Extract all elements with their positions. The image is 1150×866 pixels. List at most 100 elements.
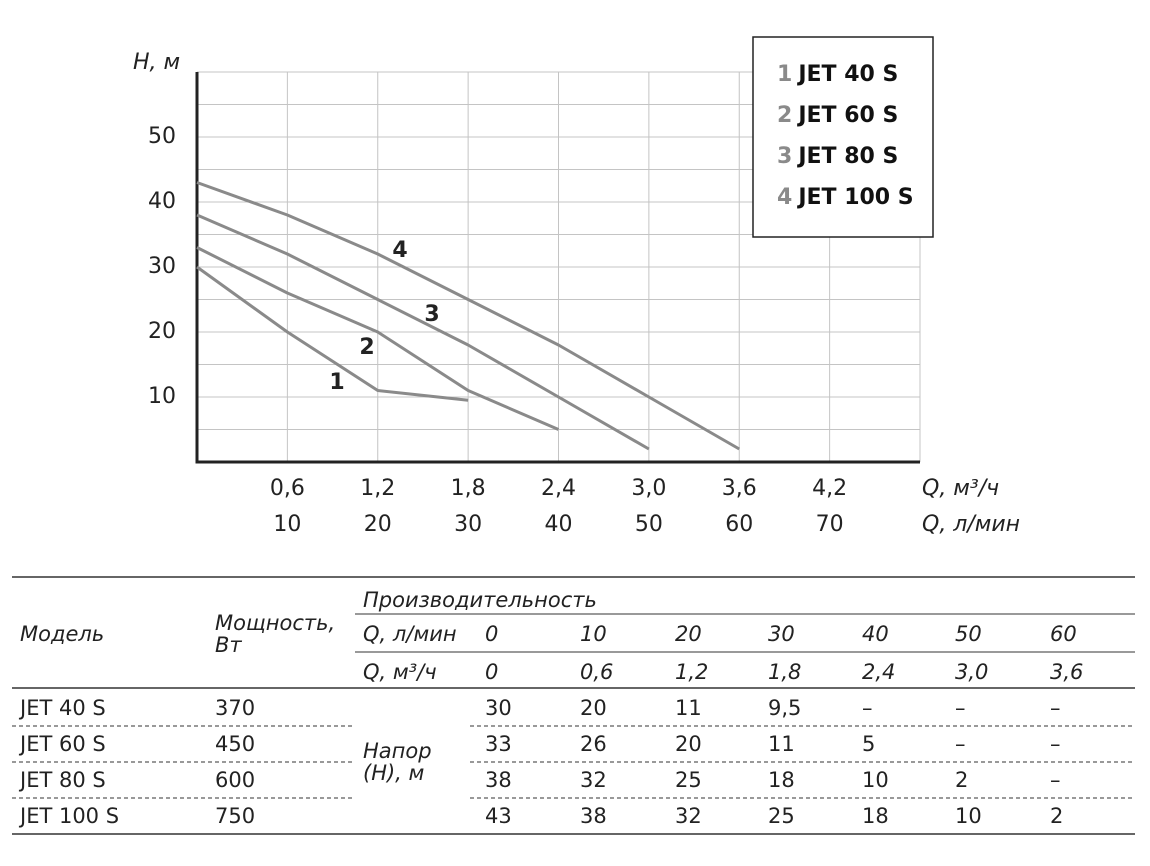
x-tick-label: 30 <box>454 512 482 537</box>
flow-lpm-cell: 0 <box>485 622 499 646</box>
legend-number: 4 <box>777 185 792 210</box>
head-cell: 32 <box>675 804 702 828</box>
head-cell: 10 <box>862 768 889 792</box>
flow-lpm-cell: 20 <box>675 622 702 646</box>
power-cell: 370 <box>215 696 256 720</box>
head-cell: 2 <box>1050 804 1064 828</box>
flow-lpm-cell: 10 <box>580 622 607 646</box>
head-cell: – <box>955 732 966 756</box>
x-tick-label: 10 <box>273 512 301 537</box>
curve-label: 1 <box>329 370 344 395</box>
header-power: Мощность, Вт <box>215 611 336 657</box>
flow-lpm-cell: 50 <box>955 622 982 646</box>
x-tick-label: 40 <box>545 512 573 537</box>
flow-m3h-cell: 3,6 <box>1050 660 1084 684</box>
head-cell: 20 <box>580 696 607 720</box>
flow-m3h-cell: 1,2 <box>675 660 709 684</box>
flow-m3h-cell: 3,0 <box>955 660 989 684</box>
head-cell: 9,5 <box>768 696 802 720</box>
curve-label: 4 <box>392 238 407 263</box>
y-tick-label: 10 <box>148 384 176 409</box>
header-flow-m3h: Q, м³/ч <box>363 660 437 684</box>
head-cell: – <box>955 696 966 720</box>
flow-lpm-cell: 40 <box>862 622 889 646</box>
head-cell: 2 <box>955 768 969 792</box>
legend-name: JET 60 S <box>796 103 898 128</box>
y-tick-label: 20 <box>148 319 176 344</box>
x2-tick-label: 1,8 <box>451 476 486 501</box>
flow-lpm-cell: 60 <box>1050 622 1077 646</box>
head-cell: – <box>1050 732 1061 756</box>
y-axis-label: H, м <box>133 50 180 75</box>
x-tick-label: 60 <box>725 512 753 537</box>
head-cell: – <box>1050 768 1061 792</box>
header-performance: Производительность <box>363 588 597 612</box>
head-cell: 11 <box>675 696 702 720</box>
model-cell: JET 40 S <box>20 696 106 720</box>
legend-number: 2 <box>777 103 792 128</box>
flow-m3h-cell: 2,4 <box>862 660 896 684</box>
header-flow-lpm: Q, л/мин <box>363 622 457 646</box>
curve-label: 3 <box>424 302 439 327</box>
y-tick-label: 50 <box>148 124 176 149</box>
head-cell: 43 <box>485 804 512 828</box>
curve <box>196 181 740 451</box>
flow-lpm-cell: 30 <box>768 622 795 646</box>
head-cell: – <box>1050 696 1061 720</box>
header-model: Модель <box>20 622 105 646</box>
legend-number: 3 <box>777 144 792 169</box>
head-cell: 18 <box>768 768 795 792</box>
x2-tick-label: 4,2 <box>812 476 847 501</box>
x-tick-label: 20 <box>364 512 392 537</box>
head-cell: 26 <box>580 732 607 756</box>
x2-tick-label: 3,6 <box>722 476 757 501</box>
model-cell: JET 80 S <box>20 768 106 792</box>
head-cell: 10 <box>955 804 982 828</box>
header-head: Напор (Н), м <box>363 739 432 785</box>
y-tick-label: 30 <box>148 254 176 279</box>
head-cell: 32 <box>580 768 607 792</box>
curve <box>196 213 650 451</box>
power-cell: 600 <box>215 768 256 792</box>
model-cell: JET 100 S <box>20 804 120 828</box>
model-cell: JET 60 S <box>20 732 106 756</box>
legend-entry: 2 JET 60 S <box>777 103 898 128</box>
legend-entry: 4 JET 100 S <box>777 185 914 210</box>
x2-tick-label: 3,0 <box>631 476 666 501</box>
legend-number: 1 <box>777 62 792 87</box>
head-cell: 20 <box>675 732 702 756</box>
curve <box>196 265 469 402</box>
head-cell: 18 <box>862 804 889 828</box>
legend-box <box>752 36 934 238</box>
head-cell: 38 <box>485 768 512 792</box>
flow-m3h-cell: 0 <box>485 660 499 684</box>
power-cell: 450 <box>215 732 256 756</box>
flow-m3h-cell: 1,8 <box>768 660 802 684</box>
head-cell: 11 <box>768 732 795 756</box>
head-cell: 33 <box>485 732 512 756</box>
head-cell: – <box>862 696 873 720</box>
flow-m3h-cell: 0,6 <box>580 660 614 684</box>
legend-entry: 3 JET 80 S <box>777 144 898 169</box>
x-axis-label: Q, л/мин <box>922 512 1020 537</box>
legend-name: JET 80 S <box>796 144 898 169</box>
power-cell: 750 <box>215 804 256 828</box>
head-cell: 25 <box>675 768 702 792</box>
x2-axis-label: Q, м³/ч <box>922 476 999 501</box>
legend-entry: 1 JET 40 S <box>777 62 898 87</box>
x2-tick-label: 2,4 <box>541 476 576 501</box>
head-cell: 30 <box>485 696 512 720</box>
head-cell: 5 <box>862 732 876 756</box>
y-tick-label: 40 <box>148 189 176 214</box>
legend-name: JET 100 S <box>796 185 913 210</box>
x-tick-label: 70 <box>816 512 844 537</box>
x-tick-label: 50 <box>635 512 663 537</box>
x2-tick-label: 1,2 <box>360 476 395 501</box>
x2-tick-label: 0,6 <box>270 476 305 501</box>
legend-name: JET 40 S <box>796 62 898 87</box>
curve-label: 2 <box>359 335 374 360</box>
curve <box>196 246 560 431</box>
head-cell: 38 <box>580 804 607 828</box>
